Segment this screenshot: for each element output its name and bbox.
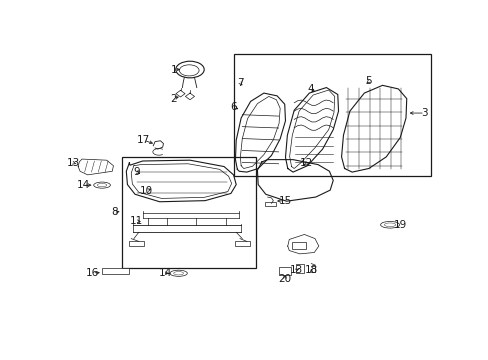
Bar xyxy=(296,264,303,273)
Text: 1: 1 xyxy=(170,64,177,75)
Text: 11: 11 xyxy=(129,216,142,226)
Bar xyxy=(122,157,256,268)
Text: 6: 6 xyxy=(230,102,237,112)
Text: 7: 7 xyxy=(236,77,243,87)
Text: 12: 12 xyxy=(300,158,313,168)
Ellipse shape xyxy=(169,270,187,276)
Text: 17: 17 xyxy=(137,135,150,145)
Text: 19: 19 xyxy=(393,220,406,230)
Ellipse shape xyxy=(173,271,183,275)
Text: 16: 16 xyxy=(85,268,99,278)
Ellipse shape xyxy=(97,184,106,187)
Text: 4: 4 xyxy=(306,84,313,94)
Ellipse shape xyxy=(94,182,110,188)
Text: 8: 8 xyxy=(111,207,117,217)
Text: 14: 14 xyxy=(159,268,172,278)
Ellipse shape xyxy=(384,223,395,226)
Ellipse shape xyxy=(175,61,204,78)
Bar xyxy=(102,268,129,274)
Text: 13: 13 xyxy=(290,265,303,275)
Bar xyxy=(279,267,290,275)
Ellipse shape xyxy=(380,221,399,228)
Text: 5: 5 xyxy=(365,76,371,86)
Text: 10: 10 xyxy=(140,186,153,196)
Bar xyxy=(129,241,144,246)
Bar xyxy=(264,202,276,206)
Text: 18: 18 xyxy=(304,265,317,275)
Text: 15: 15 xyxy=(278,195,291,206)
Text: 2: 2 xyxy=(170,94,176,104)
Text: 13: 13 xyxy=(66,158,80,168)
Bar xyxy=(234,241,249,246)
Bar xyxy=(233,54,430,176)
Text: 20: 20 xyxy=(278,274,291,284)
Text: 9: 9 xyxy=(133,167,140,177)
Text: 3: 3 xyxy=(421,108,427,118)
Ellipse shape xyxy=(179,65,199,76)
Bar xyxy=(291,242,305,249)
Polygon shape xyxy=(78,159,113,175)
Text: 14: 14 xyxy=(76,180,89,190)
